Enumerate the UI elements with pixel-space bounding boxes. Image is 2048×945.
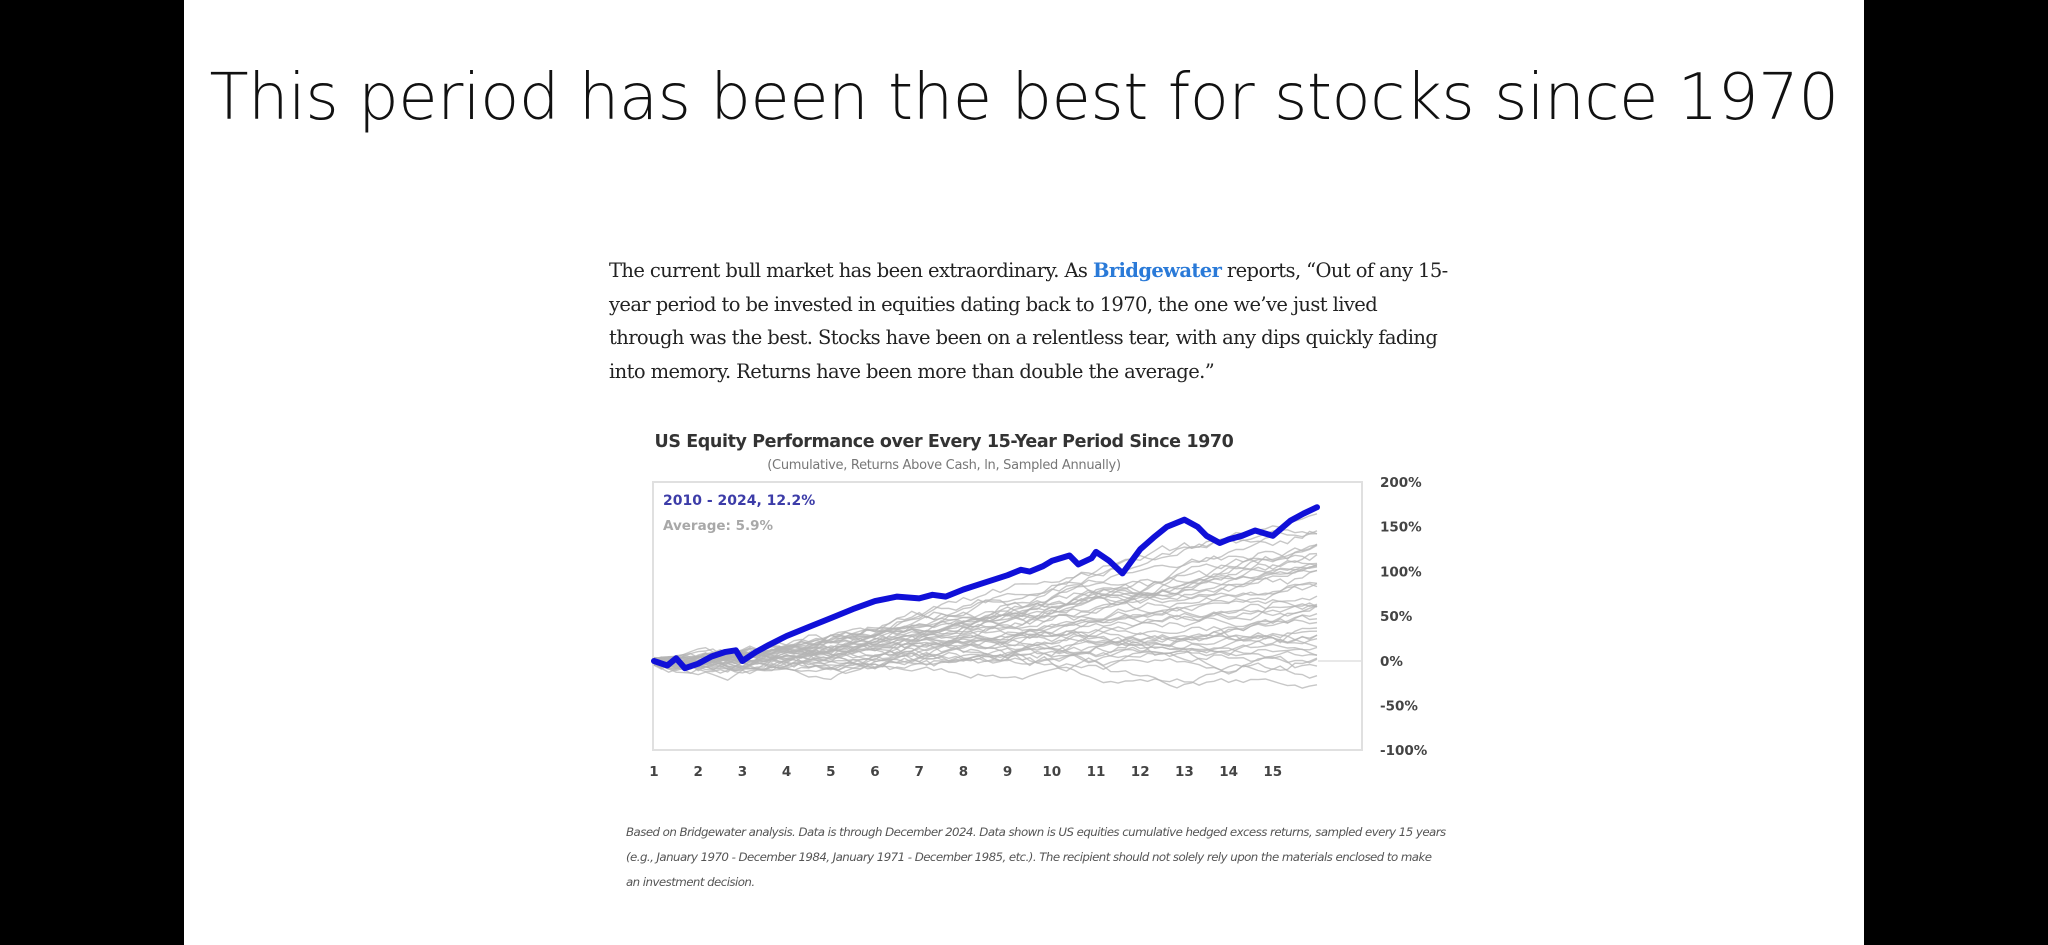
other-periods-lines — [653, 513, 1318, 689]
period-line — [653, 530, 1318, 665]
y-tick-label: 150% — [1380, 520, 1422, 536]
x-tick-label: 11 — [1087, 764, 1106, 780]
x-tick-label: 6 — [870, 764, 879, 780]
period-line — [653, 544, 1318, 664]
chart-footnote: Based on Bridgewater analysis. Data is t… — [626, 825, 1446, 889]
y-tick-label: 0% — [1380, 654, 1403, 670]
x-tick-label: 4 — [782, 764, 791, 780]
period-line — [653, 647, 1318, 673]
quote-text-start: The current bull market has been extraor… — [609, 259, 1093, 282]
legend-highlight: 2010 - 2024, 12.2% — [663, 493, 815, 509]
y-tick-label: 100% — [1380, 564, 1422, 580]
slide-title: This period has been the best for stocks… — [209, 61, 1839, 135]
x-tick-label: 15 — [1263, 764, 1282, 780]
y-axis: 200% 150% 100% 50% 0% -50% -100% — [1380, 475, 1428, 759]
quote-text-end: reports, “Out of any 15-year period to b… — [609, 259, 1448, 383]
x-tick-label: 10 — [1042, 764, 1061, 780]
x-tick-label: 13 — [1175, 764, 1194, 780]
x-tick-label: 3 — [738, 764, 747, 780]
slide: This period has been the best for stocks… — [184, 0, 1864, 945]
x-tick-label: 12 — [1131, 764, 1150, 780]
period-line — [653, 605, 1318, 669]
bridgewater-link[interactable]: Bridgewater — [1092, 259, 1222, 282]
period-line — [653, 513, 1318, 670]
x-tick-label: 2 — [693, 764, 702, 780]
highlight-series-line — [651, 504, 1320, 672]
x-axis: 1 2 3 4 5 6 7 8 9 10 11 12 13 14 15 — [649, 764, 1282, 780]
period-line — [653, 530, 1318, 668]
chart-subtitle: (Cumulative, Returns Above Cash, ln, Sam… — [767, 458, 1121, 473]
period-line — [653, 544, 1318, 672]
x-tick-label: 1 — [649, 764, 658, 780]
period-line — [653, 636, 1318, 673]
x-tick-label: 9 — [1003, 764, 1012, 780]
x-tick-label: 5 — [826, 764, 835, 780]
x-tick-label: 7 — [914, 764, 923, 780]
period-line — [653, 583, 1318, 668]
y-tick-label: -100% — [1380, 743, 1428, 759]
y-tick-label: 200% — [1380, 475, 1422, 491]
period-line — [653, 638, 1318, 671]
x-tick-label: 14 — [1219, 764, 1238, 780]
y-tick-label: 50% — [1380, 609, 1413, 625]
quote-paragraph: The current bull market has been extraor… — [609, 254, 1449, 388]
chart-title: US Equity Performance over Every 15-Year… — [654, 432, 1234, 452]
y-tick-label: -50% — [1380, 699, 1418, 715]
plot-frame — [652, 481, 1363, 751]
period-line — [653, 554, 1318, 668]
legend-average: Average: 5.9% — [663, 518, 774, 534]
x-tick-label: 8 — [959, 764, 968, 780]
